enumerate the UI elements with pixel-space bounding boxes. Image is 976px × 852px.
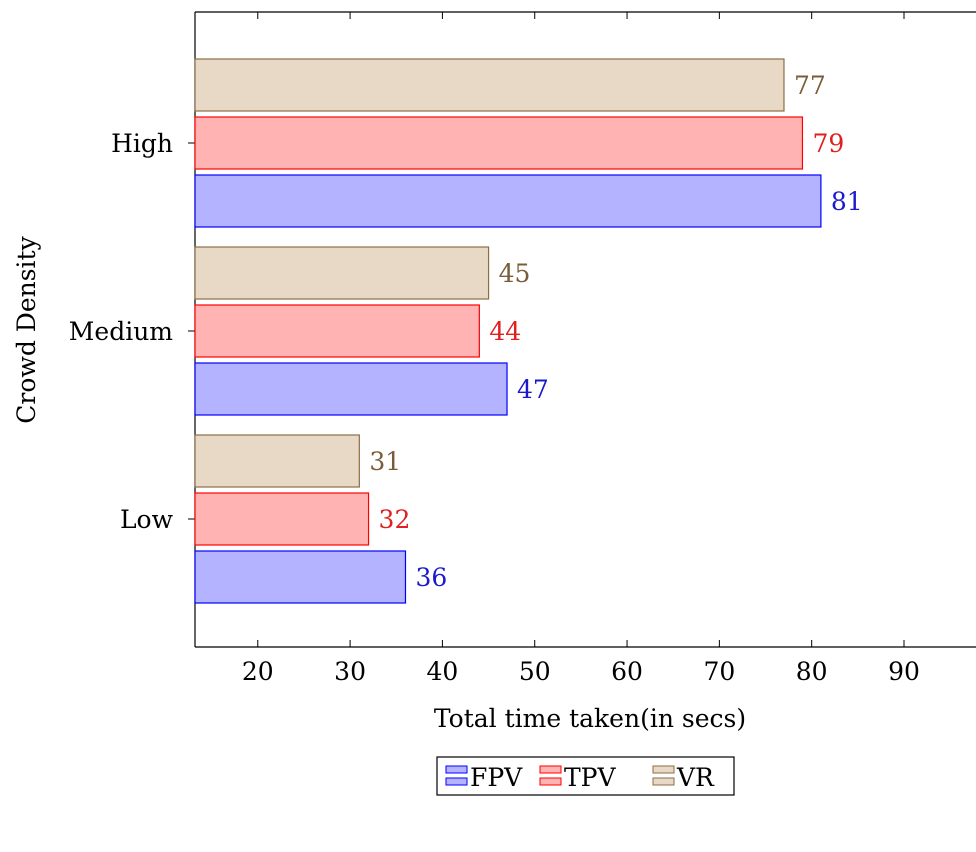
x-tick-label: 30 bbox=[334, 657, 366, 686]
legend-label-vr: VR bbox=[676, 763, 715, 792]
data-label: 31 bbox=[369, 447, 401, 476]
data-label: 44 bbox=[489, 317, 521, 346]
data-label: 32 bbox=[379, 505, 411, 534]
bar-tpv-high bbox=[194, 116, 804, 170]
data-label: 36 bbox=[415, 563, 447, 592]
bar-fpv-medium bbox=[194, 362, 508, 416]
data-label: 77 bbox=[794, 71, 826, 100]
x-tick-label: 70 bbox=[703, 657, 735, 686]
bar-vr-high bbox=[194, 58, 785, 112]
y-tick-label: Low bbox=[120, 505, 174, 534]
bar-vr-medium bbox=[194, 246, 490, 300]
legend-swatch-tpv-lower bbox=[539, 777, 562, 786]
bar-tpv-low bbox=[194, 492, 370, 546]
y-tick-label: High bbox=[111, 129, 173, 158]
bar-tpv-medium bbox=[194, 304, 480, 358]
legend: FPV TPV VR bbox=[436, 756, 735, 796]
data-label: 81 bbox=[831, 187, 863, 216]
tick-labels: 20 30 40 50 60 70 80 90 Low Medium High bbox=[69, 129, 920, 686]
legend-box bbox=[436, 756, 735, 796]
x-tick-label: 40 bbox=[427, 657, 459, 686]
legend-swatch-fpv bbox=[445, 765, 468, 774]
data-label: 47 bbox=[517, 375, 549, 404]
x-tick-label: 20 bbox=[242, 657, 274, 686]
y-axis-label: Crowd Density bbox=[12, 235, 41, 423]
legend-label-fpv: FPV bbox=[470, 763, 523, 792]
legend-swatch-tpv bbox=[539, 765, 562, 774]
legend-swatch-vr bbox=[652, 765, 675, 774]
legend-swatch-vr-lower bbox=[652, 777, 675, 786]
x-tick-label: 50 bbox=[519, 657, 551, 686]
x-tick-label: 90 bbox=[888, 657, 920, 686]
bar-fpv-high bbox=[194, 174, 822, 228]
data-label: 79 bbox=[812, 129, 844, 158]
legend-swatch-fpv-lower bbox=[445, 777, 468, 786]
data-label: 45 bbox=[499, 259, 531, 288]
x-tick-label: 60 bbox=[611, 657, 643, 686]
bar-vr-low bbox=[194, 434, 360, 488]
bars bbox=[194, 58, 822, 604]
x-axis-label: Total time taken(in secs) bbox=[434, 704, 746, 733]
bar-fpv-low bbox=[194, 550, 407, 604]
x-tick-label: 80 bbox=[796, 657, 828, 686]
legend-label-tpv: TPV bbox=[564, 763, 616, 792]
y-tick-label: Medium bbox=[69, 317, 173, 346]
